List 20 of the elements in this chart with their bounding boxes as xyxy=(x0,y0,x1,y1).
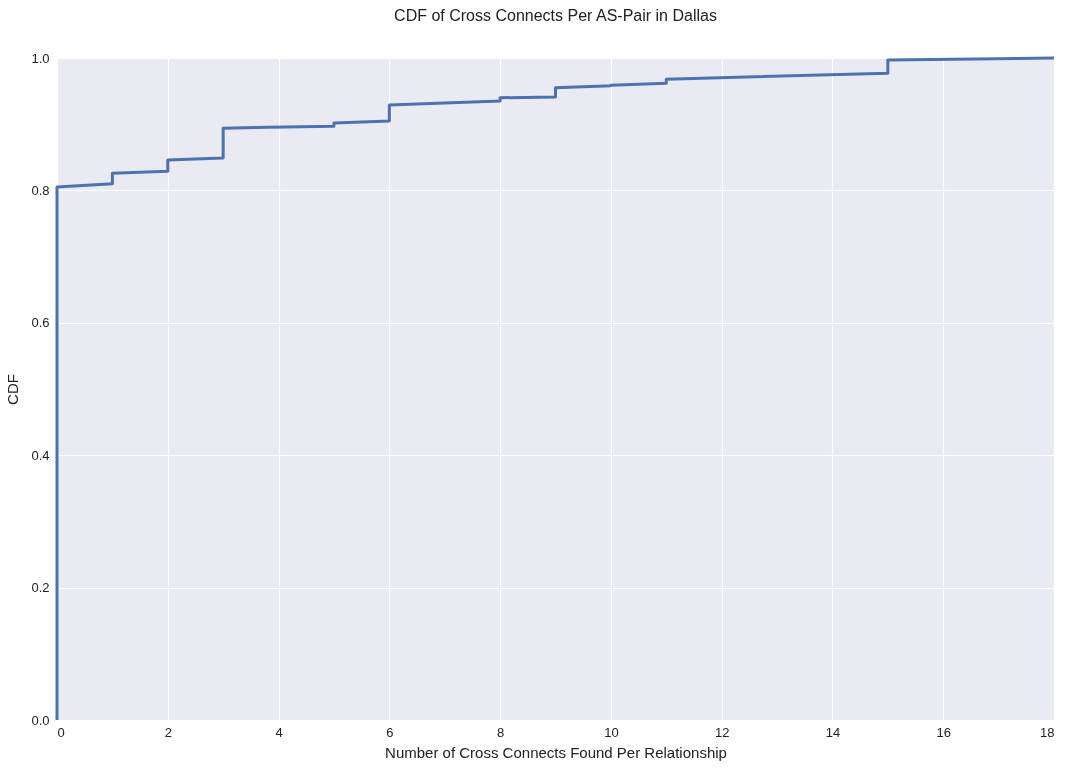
x-tick-label: 14 xyxy=(825,724,841,740)
line-series xyxy=(55,56,1056,722)
y-axis-title: CDF xyxy=(4,374,22,405)
chart-title: CDF of Cross Connects Per AS-Pair in Dallas xyxy=(394,7,717,24)
y-tick-label: 0.0 xyxy=(31,712,50,728)
x-tick-label: 6 xyxy=(386,724,394,740)
x-tick-label: 0 xyxy=(57,724,65,740)
x-axis-title: Number of Cross Connects Found Per Relationship xyxy=(385,743,727,761)
x-tick-label: 16 xyxy=(936,724,951,740)
x-tick-label: 4 xyxy=(275,724,283,740)
y-tick-label: 1.0 xyxy=(31,50,50,66)
x-tick-label: 10 xyxy=(604,724,619,740)
x-tick-label: 8 xyxy=(496,724,505,740)
y-tick-label: 0.2 xyxy=(31,580,50,596)
y-tick-label: 0.6 xyxy=(31,315,50,331)
x-tick-label: 2 xyxy=(164,724,172,740)
x-tick-label: 18 xyxy=(1040,724,1055,740)
x-tick-label: 12 xyxy=(714,724,730,740)
y-tick-label: 0.8 xyxy=(31,182,50,198)
y-tick-label: 0.4 xyxy=(31,447,50,463)
